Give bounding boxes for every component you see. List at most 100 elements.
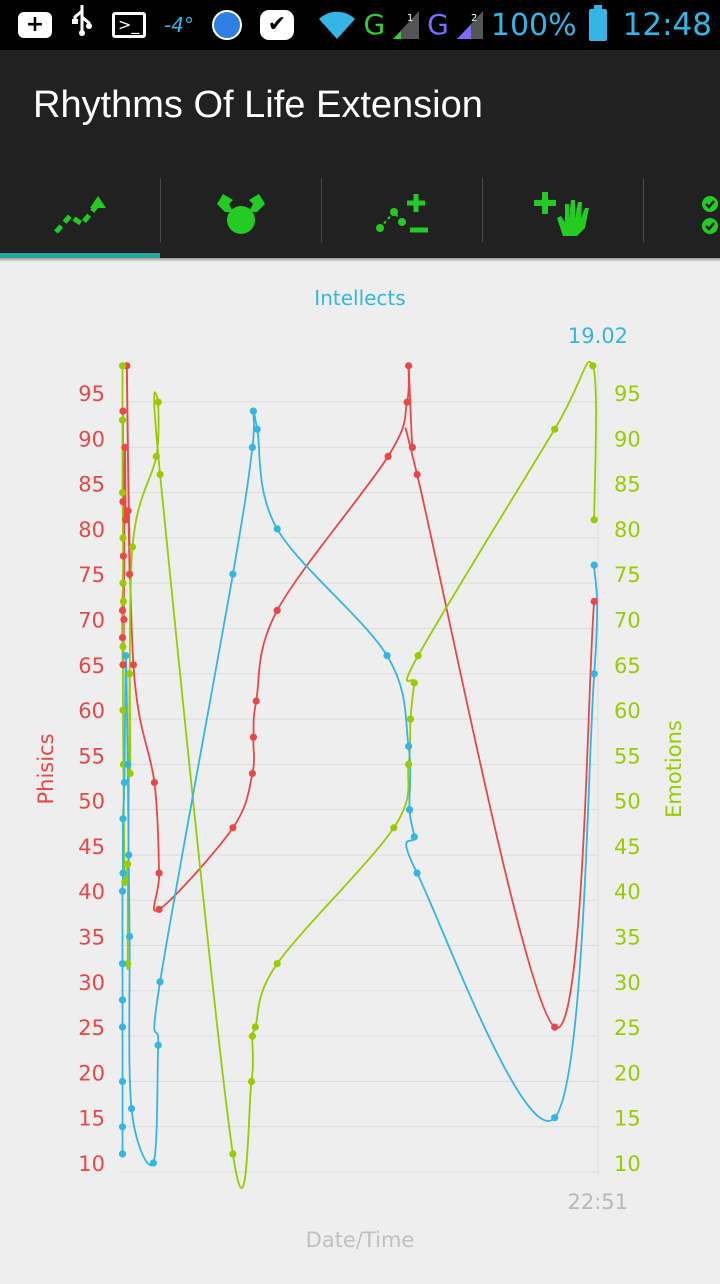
data-point-emotions bbox=[247, 1077, 256, 1086]
tab-person[interactable] bbox=[161, 170, 321, 258]
data-point-emotions bbox=[414, 652, 422, 660]
status-right-icons: G 1 G 2 100% 12:48 bbox=[317, 5, 712, 44]
right-tick-label: 65 bbox=[614, 654, 641, 678]
data-point-emotions bbox=[126, 670, 134, 678]
data-point-phisics bbox=[120, 615, 128, 624]
right-tick-label: 90 bbox=[614, 427, 641, 451]
data-point-emotions bbox=[156, 470, 164, 479]
plus-hand-icon bbox=[534, 192, 589, 236]
data-point-intellects bbox=[126, 932, 134, 941]
temperature-icon: -4° bbox=[164, 13, 194, 37]
data-point-emotions bbox=[121, 878, 129, 886]
data-point-intellects bbox=[118, 1077, 127, 1086]
chart-title: Intellects bbox=[314, 286, 405, 310]
data-point-emotions bbox=[390, 824, 398, 832]
right-tick-label: 95 bbox=[614, 382, 641, 406]
sim-2-label: 2 bbox=[471, 13, 477, 24]
chart-grid bbox=[120, 365, 599, 1175]
chart-lines bbox=[121, 360, 599, 1189]
right-tick-label: 60 bbox=[614, 699, 641, 723]
left-tick-label: 80 bbox=[78, 518, 105, 542]
left-axis-ticks: 95 90 85 80 75 70 65 60 55 50 45 40 35 30 25 20 15 10 bbox=[78, 382, 105, 1176]
tab-separator bbox=[321, 178, 322, 242]
data-point-intellects bbox=[119, 815, 127, 823]
data-point-emotions bbox=[589, 362, 597, 370]
left-tick-label: 75 bbox=[78, 563, 105, 587]
sim-1-label: 1 bbox=[407, 13, 413, 24]
data-point-phisics bbox=[551, 1023, 559, 1031]
data-point-intellects bbox=[124, 760, 132, 769]
add-box-icon: + bbox=[18, 12, 52, 38]
person-arms-icon bbox=[217, 194, 265, 234]
data-point-emotions bbox=[118, 489, 127, 497]
data-point-emotions bbox=[273, 960, 281, 968]
tab-plus-hand[interactable] bbox=[483, 170, 643, 258]
data-point-phisics bbox=[155, 905, 163, 914]
right-tick-label: 15 bbox=[614, 1107, 641, 1131]
data-point-intellects bbox=[249, 407, 257, 415]
data-point-intellects bbox=[405, 742, 413, 750]
left-tick-label: 15 bbox=[78, 1107, 105, 1131]
right-tick-label: 35 bbox=[614, 926, 641, 950]
data-point-intellects bbox=[118, 1150, 127, 1158]
right-tick-label: 10 bbox=[614, 1152, 641, 1176]
right-tick-label: 45 bbox=[614, 835, 641, 859]
right-axis-ticks: 95 90 85 80 75 70 65 60 55 50 45 40 35 30 25 20 15 10 bbox=[614, 382, 641, 1176]
left-tick-label: 10 bbox=[78, 1152, 105, 1176]
data-point-intellects bbox=[229, 570, 237, 578]
tab-bar bbox=[0, 170, 720, 258]
tab-bar-shadow bbox=[0, 258, 720, 262]
data-point-intellects bbox=[273, 525, 281, 533]
data-point-emotions bbox=[126, 769, 134, 778]
data-point-emotions bbox=[152, 452, 160, 460]
data-point-emotions bbox=[124, 860, 132, 868]
biorhythm-chart: 95 90 85 80 75 70 65 60 55 50 45 40 35 30 25 20 15 10 95 9… bbox=[0, 262, 720, 1280]
action-bar: Rhythms Of Life Extension bbox=[0, 50, 720, 170]
data-point-phisics bbox=[119, 661, 127, 669]
right-tick-label: 30 bbox=[614, 971, 641, 995]
data-point-intellects bbox=[405, 806, 414, 814]
left-tick-label: 65 bbox=[78, 654, 105, 678]
check-list-icon bbox=[702, 196, 718, 234]
scatter-add-remove-icon bbox=[376, 194, 428, 233]
data-point-phisics bbox=[119, 552, 127, 560]
data-point-emotions bbox=[590, 516, 598, 524]
left-tick-label: 40 bbox=[78, 880, 105, 904]
tab-trend[interactable] bbox=[0, 170, 160, 258]
data-point-intellects bbox=[590, 670, 598, 678]
data-point-emotions bbox=[551, 425, 559, 433]
data-point-phisics bbox=[403, 398, 411, 406]
data-point-emotions bbox=[248, 1032, 256, 1040]
data-point-intellects bbox=[410, 833, 418, 841]
right-tick-label: 25 bbox=[614, 1016, 641, 1040]
battery-icon bbox=[588, 5, 607, 41]
data-point-phisics bbox=[229, 824, 237, 832]
data-point-intellects bbox=[119, 869, 127, 877]
data-point-intellects bbox=[156, 978, 164, 986]
right-tick-label: 55 bbox=[614, 744, 641, 768]
data-point-phisics bbox=[252, 697, 260, 705]
data-point-emotions bbox=[229, 1150, 237, 1158]
left-tick-label: 85 bbox=[78, 473, 105, 497]
data-point-phisics bbox=[118, 606, 127, 615]
data-point-intellects bbox=[118, 1023, 127, 1031]
wifi-icon bbox=[319, 11, 356, 39]
data-point-emotions bbox=[406, 715, 415, 723]
data-point-phisics bbox=[249, 733, 257, 741]
data-point-phisics bbox=[590, 597, 598, 606]
left-tick-label: 90 bbox=[78, 427, 105, 451]
right-tick-label: 80 bbox=[614, 518, 641, 542]
data-point-phisics bbox=[408, 443, 416, 451]
data-point-emotions bbox=[119, 643, 127, 651]
left-tick-label: 60 bbox=[78, 699, 105, 723]
data-point-intellects bbox=[125, 851, 133, 859]
signal-icon: 1 bbox=[393, 11, 420, 39]
tab-checklist[interactable] bbox=[644, 170, 720, 258]
data-point-emotions bbox=[405, 760, 413, 769]
network-type-1: G bbox=[363, 8, 386, 41]
tab-scatter[interactable] bbox=[322, 170, 482, 258]
left-tick-label: 35 bbox=[78, 926, 105, 950]
right-tick-label: 20 bbox=[614, 1061, 641, 1085]
status-left-icons: + >_ -4° ✔ bbox=[18, 4, 294, 44]
left-tick-label: 20 bbox=[78, 1061, 105, 1085]
